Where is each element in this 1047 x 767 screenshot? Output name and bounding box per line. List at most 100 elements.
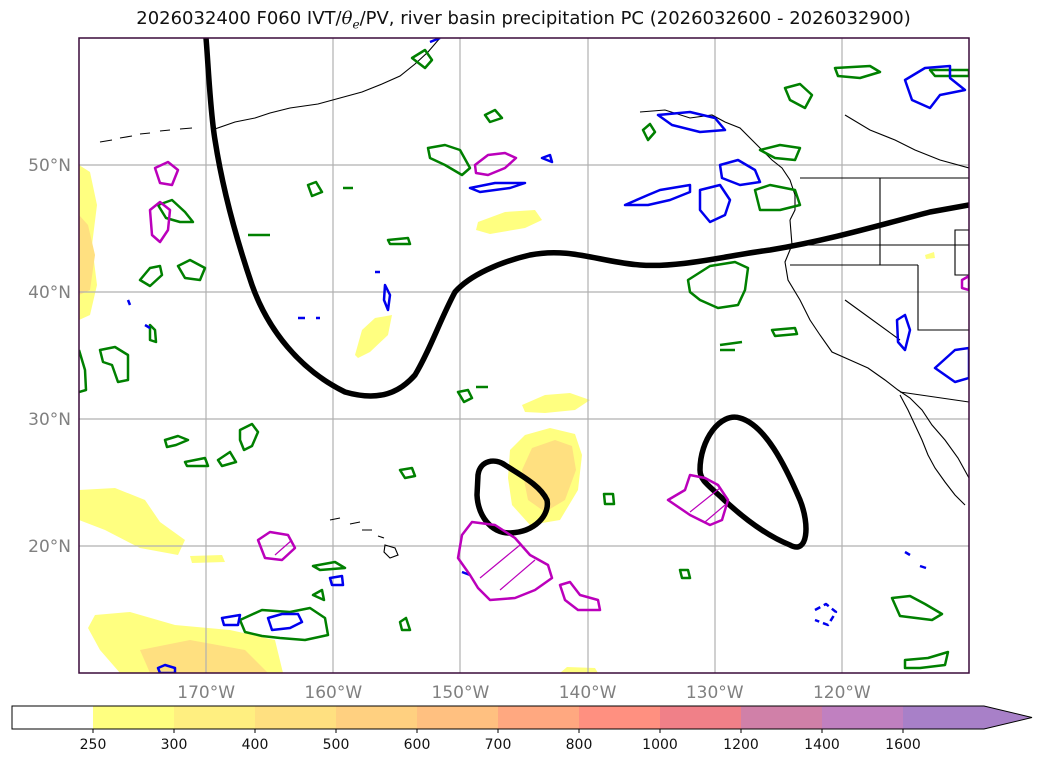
lon-tick-label: 140°W [559,683,617,703]
magenta-east-1 [666,473,730,527]
lat-tick-label: 20°N [28,537,71,557]
colorbar-segment [336,706,418,729]
green-north-2 [641,122,657,142]
blue-east-2 [933,346,969,384]
magenta-north-1 [473,151,518,177]
blue-north-2 [903,64,967,110]
pv-contour-loop-east [697,414,809,550]
green-mid-3 [238,422,260,452]
green-north-5 [928,68,969,78]
green-east-3 [719,340,743,347]
colorbar-tick-label: 1000 [642,737,678,753]
green-south-5 [678,568,692,580]
lat-tick-label: 30°N [28,410,71,430]
ivt-area-bottom-right [925,252,935,259]
ivt-shading-300 [79,215,576,673]
colorbar-outline [11,705,1033,730]
blue-bc-3 [623,183,692,207]
colorbar-tick-label: 1400 [804,737,840,753]
green-east-2 [770,326,799,338]
ivt-area-central-strip [355,315,392,358]
colorbar-extend-arrow [903,706,1032,729]
colorbar-segment [660,706,742,729]
coast-canada-interior [844,114,969,169]
magenta-south-1 [256,530,297,562]
title-suffix: /PV, river basin precipitation PC (20260… [359,8,911,29]
green-north-1 [483,108,504,124]
green-west-3 [176,258,207,282]
magenta-west-2 [148,200,172,244]
ivt-area-north-pacific [476,210,542,234]
coast-aleutians [99,127,193,143]
map-background [79,38,969,673]
colorbar-segment [174,706,256,729]
magenta-west-1 [153,160,180,187]
pv-contour-main [203,38,969,399]
lat-tick-labels: 20°N 30°N 40°N 50°N [28,156,71,557]
map-frame [78,37,970,674]
magenta-hatch-3 [274,539,293,556]
green-west-2 [138,264,164,288]
colorbar-segment [255,706,337,729]
ivt-area-small-strip [190,555,225,563]
blue-central-3 [382,283,392,312]
green-bc-1 [758,143,802,162]
green-north-4 [783,82,814,110]
hawaii-islands [329,517,399,559]
green-mid-4 [163,434,190,449]
blue-south-1 [220,613,242,627]
green-west-5 [98,345,130,384]
colorbar-tick-label: 500 [323,737,350,753]
colorbar-under-segment [12,706,93,729]
blue-south-2 [266,612,304,632]
colorbar-tick-label: 300 [161,737,188,753]
state-borders [790,178,969,341]
blue-bc-1 [718,158,762,187]
magenta-south-3 [558,580,602,612]
colorbar-segment [93,706,175,729]
colorbar-segment [417,706,499,729]
magenta-hatch-2 [689,487,726,523]
blue-south-3 [328,574,345,587]
green-contours [79,48,969,670]
gridlines [79,38,969,673]
blue-west-1 [126,299,151,330]
blue-south-5 [814,602,838,627]
green-west-4 [148,323,158,344]
green-south-4 [398,616,412,632]
green-west-8 [386,236,412,246]
ivt-area-mid-band [522,393,590,413]
magenta-hatch-1 [479,544,536,591]
colorbar-tick-label: 800 [566,737,593,753]
coast-gulf-alaska-bc [639,109,796,221]
green-south-1 [311,560,347,572]
green-west-6 [79,349,88,394]
lat-tick-label: 40°N [28,283,71,303]
coast-alaska [211,38,441,131]
green-mid-1 [456,388,474,404]
blue-bc-2 [698,183,732,224]
green-alaska-1 [410,48,434,70]
map-content [79,38,969,673]
green-central-1 [426,143,472,177]
green-mid-6 [216,450,238,468]
ivt-core-west [79,215,95,295]
blue-north-1 [656,110,727,134]
colorbar-segment [579,706,661,729]
green-central-2 [306,180,324,198]
magenta-east-2 [960,274,969,292]
lon-tick-label: 170°W [177,683,235,703]
coast-baja [899,394,966,506]
title-theta: θ [341,8,353,29]
blue-south-4 [156,663,177,673]
ivt-core-plume [522,440,576,512]
coastlines [99,38,969,559]
green-mid-8 [602,492,616,506]
colorbar-segment [498,706,580,729]
lon-tick-label: 130°W [686,683,744,703]
blue-central-1 [468,181,527,194]
green-north-3 [833,64,882,80]
green-west-1 [156,198,195,224]
ivt-core-bottom [140,640,268,673]
